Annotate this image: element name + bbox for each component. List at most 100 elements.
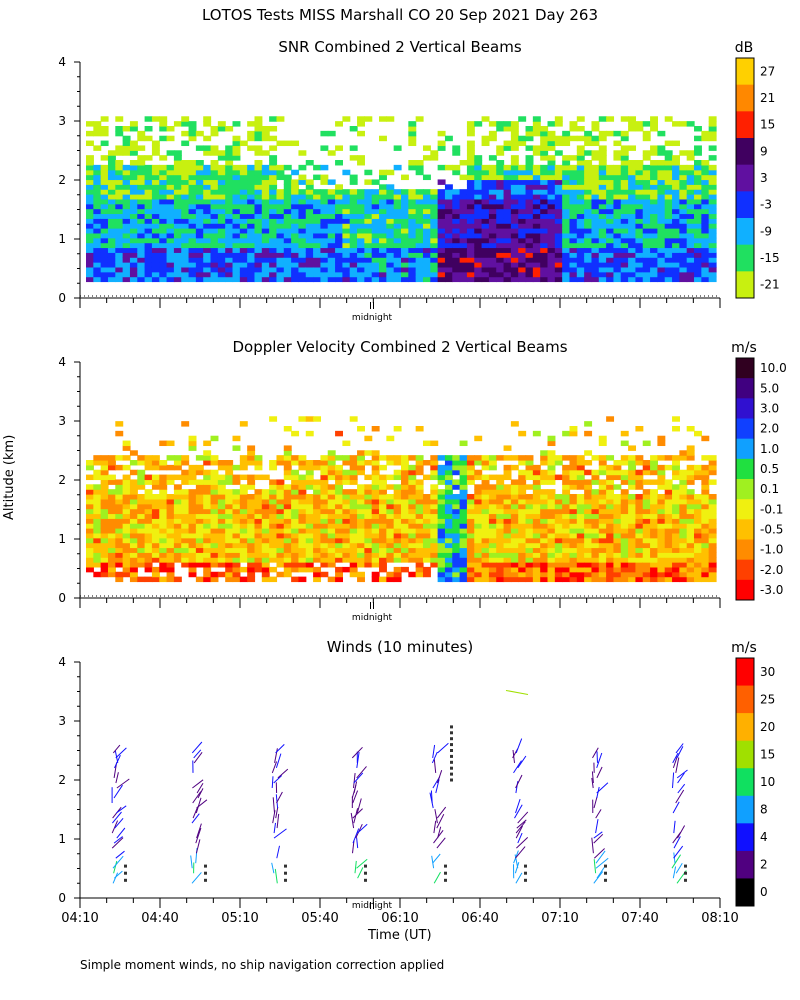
heatmap-cell	[598, 135, 607, 142]
heatmap-cell	[598, 194, 607, 200]
heatmap-cell	[203, 523, 212, 529]
heatmap-cell	[217, 537, 226, 544]
heatmap-cell	[137, 194, 146, 200]
heatmap-cell	[620, 237, 629, 244]
heatmap-cell	[188, 532, 197, 539]
heatmap-cell	[298, 276, 307, 283]
heatmap-cell	[239, 174, 248, 181]
heatmap-cell	[276, 194, 285, 200]
heatmap-cell	[510, 479, 519, 485]
heatmap-cell	[466, 262, 475, 268]
heatmap-cell	[408, 262, 417, 268]
heatmap-cell	[598, 513, 607, 519]
heatmap-cell	[481, 460, 490, 466]
heatmap-cell	[459, 262, 468, 268]
heatmap-cell	[510, 174, 519, 181]
heatmap-cell	[151, 498, 160, 505]
heatmap-cell	[107, 198, 116, 205]
heatmap-cell	[474, 208, 483, 215]
heatmap-cell	[393, 252, 402, 258]
heatmap-cell	[459, 532, 468, 539]
heatmap-cell	[320, 562, 329, 568]
heatmap-cell	[100, 271, 109, 278]
heatmap-cell	[576, 242, 585, 249]
wind-barb	[675, 757, 680, 773]
heatmap-cell	[584, 523, 593, 529]
heatmap-cell	[291, 257, 300, 263]
footnote: Simple moment winds, no ship navigation …	[80, 958, 445, 972]
heatmap-cell	[628, 198, 637, 205]
heatmap-cell	[276, 237, 285, 244]
heatmap-cell	[298, 252, 307, 258]
heatmap-cell	[650, 566, 658, 573]
heatmap-cell	[466, 194, 475, 200]
heatmap-cell	[203, 537, 212, 544]
heatmap-cell	[349, 155, 358, 161]
heatmap-cell	[408, 547, 417, 553]
heatmap-cell	[261, 194, 270, 200]
heatmap-cell	[203, 276, 212, 283]
heatmap-cell	[650, 145, 658, 151]
heatmap-cell	[657, 257, 666, 263]
heatmap-cell	[298, 547, 307, 553]
heatmap-cell	[144, 242, 153, 249]
heatmap-cell	[518, 494, 527, 500]
heatmap-cell	[701, 223, 710, 229]
heatmap-cell	[708, 208, 717, 215]
heatmap-cell	[313, 203, 322, 210]
heatmap-cell	[694, 430, 702, 437]
heatmap-cell	[203, 266, 212, 273]
heatmap-cell	[166, 537, 175, 544]
heatmap-cell	[137, 542, 146, 549]
heatmap-cell	[474, 571, 483, 578]
heatmap-cell	[686, 164, 695, 171]
heatmap-cell	[357, 498, 365, 505]
heatmap-cell	[305, 513, 314, 519]
heatmap-cell	[159, 223, 168, 229]
heatmap-cell	[620, 498, 629, 505]
heatmap-cell	[225, 503, 234, 510]
heatmap-cell	[159, 242, 168, 249]
heatmap-cell	[452, 498, 461, 505]
heatmap-cell	[576, 164, 585, 171]
heatmap-cell	[335, 513, 343, 519]
heatmap-cell	[547, 203, 556, 210]
heatmap-cell	[584, 547, 593, 553]
heatmap-cell	[254, 198, 263, 205]
heatmap-cell	[269, 218, 278, 224]
heatmap-cell	[510, 498, 519, 505]
heatmap-cell	[532, 484, 541, 490]
heatmap-cell	[496, 262, 505, 268]
heatmap-cell	[210, 576, 219, 583]
heatmap-cell	[393, 552, 402, 558]
heatmap-cell	[650, 571, 658, 578]
heatmap-cell	[93, 169, 102, 176]
heatmap-cell	[86, 460, 94, 466]
heatmap-cell	[598, 223, 607, 229]
colorbar-frame	[735, 657, 755, 907]
heatmap-cell	[335, 160, 343, 166]
heatmap-cell	[430, 455, 439, 461]
heatmap-cell	[291, 184, 300, 190]
heatmap-cell	[313, 518, 322, 524]
heatmap-cell	[210, 150, 219, 156]
heatmap-cell	[547, 537, 556, 544]
heatmap-cell	[620, 513, 629, 519]
heatmap-cell	[613, 474, 622, 481]
wind-barb	[352, 808, 363, 819]
heatmap-cell	[547, 257, 556, 263]
heatmap-cell	[503, 469, 512, 476]
heatmap-cell	[569, 518, 578, 524]
heatmap-cell	[664, 276, 673, 283]
heatmap-cell	[327, 262, 336, 268]
heatmap-cell	[349, 469, 358, 476]
heatmap-cell	[93, 523, 102, 529]
heatmap-cell	[628, 262, 637, 268]
heatmap-cell	[569, 266, 578, 273]
heatmap-cell	[569, 469, 578, 476]
heatmap-cell	[276, 489, 285, 495]
heatmap-cell	[371, 213, 380, 219]
heatmap-cell	[466, 566, 475, 573]
midnight-label: midnight	[352, 613, 393, 623]
heatmap-cell	[276, 455, 285, 461]
